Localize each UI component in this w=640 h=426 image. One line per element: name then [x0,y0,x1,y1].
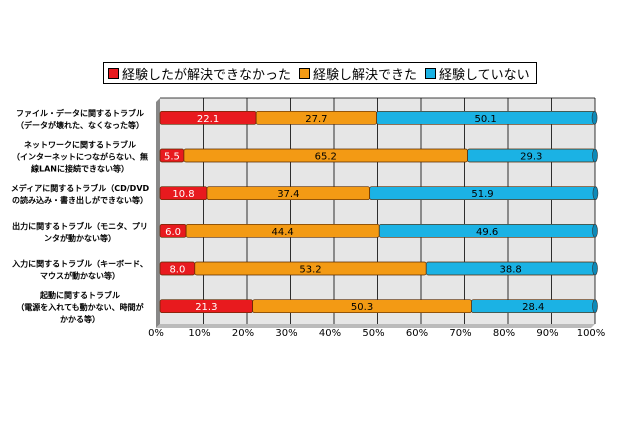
x-tick-label: 100% [577,328,606,339]
legend-item: 経験していない [425,64,530,83]
data-label: 49.6 [476,227,498,238]
x-tick-label: 80% [493,328,515,339]
bar-end-cap [592,299,598,313]
plot-floor [156,324,595,328]
legend: 経験したが解決できなかった 経験し解決できた 経験していない [103,62,537,84]
data-label: 65.2 [315,152,337,163]
data-label: 27.7 [305,114,327,125]
category-label: ネットワークに関するトラブル [24,140,136,150]
category-label: 起動に関するトラブル [39,290,120,300]
data-label: 53.2 [299,265,321,276]
data-label: 8.0 [169,265,185,276]
category-label: 入力に関するトラブル（キーボード、 [11,259,148,269]
category-label: ンタが動かない等） [44,233,116,243]
category-label: メディアに関するトラブル（CD/DVD [11,183,150,193]
data-label: 50.1 [474,114,496,125]
legend-label: 経験していない [439,67,530,83]
data-label: 6.0 [165,227,181,238]
category-label: （インターネットにつながらない、無 [12,152,148,162]
data-label: 28.4 [522,302,544,313]
data-label: 51.9 [471,189,493,200]
data-label: 38.8 [499,265,521,276]
bar-end-cap [591,111,598,125]
x-tick-label: 70% [449,328,471,339]
bar-end-cap [592,224,598,238]
data-label: 21.3 [195,302,217,313]
data-label: 22.1 [197,114,219,125]
x-tick-label: 0% [148,328,164,339]
legend-swatch [299,67,311,79]
category-label: の読み込み・書き出しができない等） [12,195,148,205]
category-label: マウスが動かない等） [40,271,120,281]
category-label: 線LANに接続できない等） [31,164,129,174]
x-tick-label: 10% [188,328,210,339]
category-label: 出力に関するトラブル（モニタ、プリ [12,221,148,231]
data-label: 29.3 [520,152,542,163]
legend-label: 経験したが解決できなかった [122,67,292,83]
bar-end-cap [592,261,598,276]
legend-label: 経験し解決できた [313,67,418,83]
data-label: 10.8 [172,189,194,200]
data-label: 44.4 [272,227,294,238]
x-tick-label: 60% [406,328,428,339]
x-tick-label: 30% [275,328,297,339]
data-label: 37.4 [277,189,299,200]
category-label: （データが壊れた、なくなった等） [16,120,144,130]
x-tick-label: 20% [232,328,254,339]
x-tick-label: 40% [319,328,341,339]
bar-end-cap [592,186,599,200]
legend-swatch [108,67,119,79]
data-label: 5.5 [164,152,180,163]
legend-item: 経験したが解決できなかった [108,64,291,83]
plot-left-wall [156,98,160,328]
data-label: 50.3 [351,302,373,313]
category-label: かかる等） [60,314,100,324]
x-tick-label: 90% [536,328,558,339]
legend-item: 経験し解決できた [299,64,417,83]
category-label: ファイル・データに関するトラブル [16,108,144,118]
bar-end-cap [592,148,598,163]
x-tick-label: 50% [362,328,384,339]
category-label: （電源を入れても動かない、時間が [16,302,144,312]
legend-swatch [425,67,437,79]
